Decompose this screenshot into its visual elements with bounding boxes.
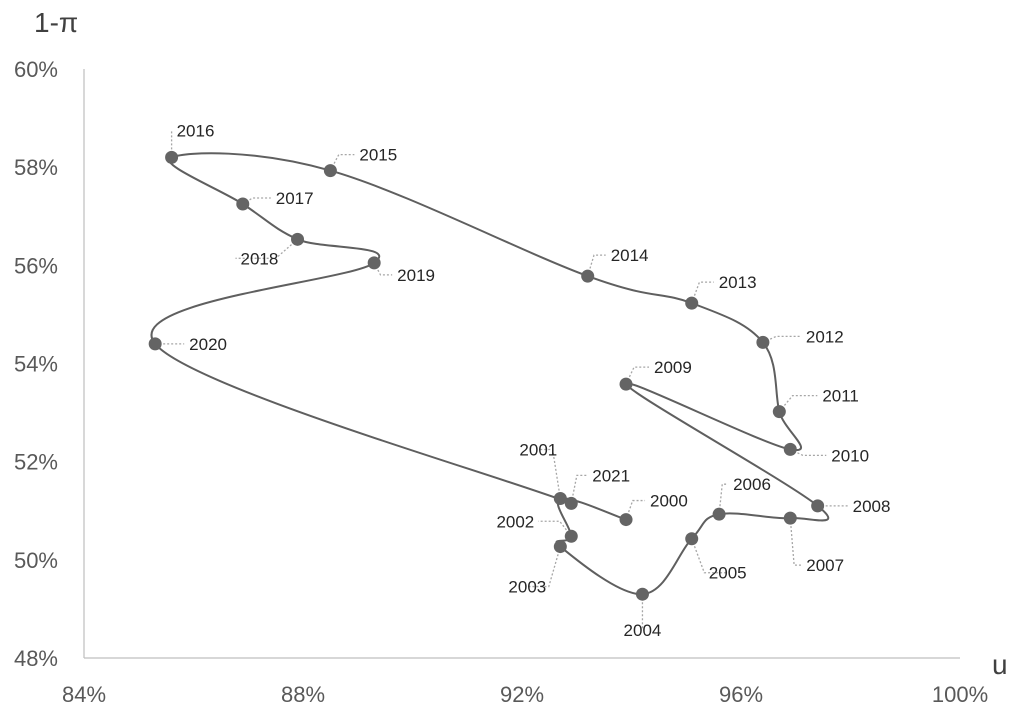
data-label-2002: 2002 bbox=[496, 512, 534, 531]
y-tick-label: 60% bbox=[14, 57, 58, 82]
data-label-2004: 2004 bbox=[624, 621, 662, 640]
y-tick-label: 56% bbox=[14, 253, 58, 278]
data-label-2013: 2013 bbox=[719, 273, 757, 292]
data-point-2021 bbox=[564, 496, 578, 510]
data-label-2006: 2006 bbox=[733, 475, 771, 494]
data-point-2012 bbox=[756, 335, 770, 349]
data-labels: 2000 2001 2002 2003 2004 2005 2006 2007 2008 2009… bbox=[177, 121, 891, 640]
data-point-2009 bbox=[619, 377, 633, 391]
data-point-2007 bbox=[783, 511, 797, 525]
data-point-2020 bbox=[148, 337, 162, 351]
data-point-2014 bbox=[581, 269, 595, 283]
leader-line bbox=[570, 474, 588, 504]
data-label-2015: 2015 bbox=[359, 146, 397, 165]
leader-line bbox=[527, 546, 561, 588]
leader-line bbox=[789, 518, 802, 566]
data-point-2016 bbox=[165, 150, 179, 164]
leader-line bbox=[538, 520, 572, 537]
data-label-2021: 2021 bbox=[592, 466, 630, 485]
x-axis-title: u bbox=[992, 649, 1008, 680]
data-points bbox=[148, 150, 825, 601]
data-point-2003 bbox=[553, 540, 567, 554]
data-point-2010 bbox=[783, 442, 797, 456]
data-label-2001: 2001 bbox=[519, 440, 557, 459]
y-tick-label: 48% bbox=[14, 646, 58, 671]
leader-line bbox=[778, 394, 818, 413]
leader-line bbox=[625, 366, 650, 385]
data-point-2013 bbox=[685, 296, 699, 310]
x-tick-label: 96% bbox=[719, 682, 763, 707]
data-point-2000 bbox=[619, 513, 633, 527]
x-tick-label: 92% bbox=[500, 682, 544, 707]
data-point-2011 bbox=[772, 405, 786, 419]
data-point-2002 bbox=[564, 529, 578, 543]
data-label-2016: 2016 bbox=[177, 121, 215, 140]
leader-lines bbox=[155, 130, 848, 631]
data-label-2017: 2017 bbox=[276, 189, 314, 208]
data-point-2005 bbox=[685, 532, 699, 546]
x-tick-label: 88% bbox=[281, 682, 325, 707]
data-point-2015 bbox=[323, 164, 337, 178]
leader-line bbox=[235, 238, 298, 259]
data-label-2012: 2012 bbox=[806, 327, 844, 346]
data-label-2000: 2000 bbox=[650, 492, 688, 511]
leader-line bbox=[587, 254, 606, 277]
data-point-2019 bbox=[367, 256, 381, 270]
y-tick-label: 54% bbox=[14, 352, 58, 377]
data-point-2004 bbox=[635, 587, 649, 601]
leader-line bbox=[329, 153, 355, 171]
data-label-2019: 2019 bbox=[397, 266, 435, 285]
data-label-2007: 2007 bbox=[806, 556, 844, 575]
x-tick-label: 84% bbox=[62, 682, 106, 707]
data-label-2009: 2009 bbox=[654, 358, 692, 377]
x-tick-label: 100% bbox=[932, 682, 988, 707]
data-label-2014: 2014 bbox=[611, 246, 649, 265]
data-point-2006 bbox=[712, 507, 726, 521]
leader-line bbox=[538, 448, 561, 499]
data-point-2018 bbox=[291, 232, 305, 246]
data-label-2005: 2005 bbox=[709, 564, 747, 583]
data-label-2020: 2020 bbox=[189, 335, 227, 354]
data-label-2018: 2018 bbox=[241, 249, 279, 268]
data-label-2011: 2011 bbox=[822, 387, 859, 406]
data-point-2017 bbox=[236, 197, 250, 211]
y-tick-label: 50% bbox=[14, 548, 58, 573]
data-label-2003: 2003 bbox=[508, 578, 546, 597]
data-point-2008 bbox=[811, 499, 825, 513]
x-tick-labels: 84% 88% 92% 96% 100% bbox=[62, 682, 988, 707]
y-tick-label: 52% bbox=[14, 450, 58, 475]
leader-line bbox=[625, 499, 646, 520]
data-point-2001 bbox=[553, 491, 567, 505]
y-tick-label: 58% bbox=[14, 155, 58, 180]
series-line bbox=[150, 152, 830, 596]
leader-line bbox=[691, 538, 728, 574]
y-axis-title: 1-π bbox=[34, 7, 78, 38]
data-label-2008: 2008 bbox=[853, 497, 891, 516]
y-tick-labels: 48% 50% 52% 54% 56% 58% 60% bbox=[14, 57, 58, 671]
data-label-2010: 2010 bbox=[831, 446, 869, 465]
